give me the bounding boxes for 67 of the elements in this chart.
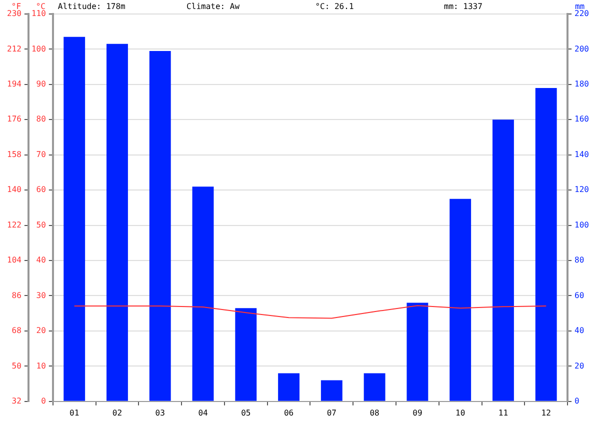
bar (64, 36, 86, 401)
x-tick-label: 06 (284, 408, 294, 418)
x-tick-label: 07 (326, 408, 337, 418)
x-tick-label: 02 (112, 408, 122, 418)
y3-tick-label: 122 (6, 220, 22, 230)
y3-tick-label: 68 (12, 326, 22, 336)
bar (492, 120, 514, 401)
x-tick-label: 03 (155, 408, 166, 418)
bar (149, 50, 171, 401)
x-tick-label: 10 (456, 408, 466, 418)
y-tick-label: 80 (36, 114, 46, 124)
y2-tick-label: 160 (574, 114, 590, 124)
y3-tick-label: 212 (6, 44, 22, 54)
y-tick-label: 90 (36, 80, 46, 89)
y2-tick-label: 140 (574, 150, 590, 159)
y-tick-label: 10 (36, 361, 46, 370)
x-tick-label: 12 (541, 408, 552, 418)
y-tick-label: 110 (31, 9, 46, 18)
y-tick-label: 60 (36, 185, 46, 194)
y-tick-label: 20 (36, 326, 46, 336)
y2-tick-label: 200 (574, 44, 590, 54)
bar (192, 186, 214, 401)
y3-tick-label: 176 (6, 114, 22, 124)
y3-axis-title: °F (11, 2, 22, 12)
bar (278, 373, 300, 401)
y2-tick-label: 120 (574, 185, 590, 194)
y2-tick-label: 0 (574, 396, 580, 406)
x-tick-label: 05 (241, 408, 251, 418)
y3-tick-label: 230 (6, 9, 22, 18)
y2-axis-title: mm (574, 2, 585, 12)
text: Altitude: 178m (58, 2, 126, 12)
text: mm: 1337 (444, 2, 483, 12)
x-tick-label: 09 (412, 408, 422, 418)
y-axis-title: °C (36, 2, 46, 12)
bar (106, 44, 128, 401)
y-tick-label: 0 (41, 396, 46, 406)
y3-tick-label: 50 (12, 361, 22, 370)
bar (364, 373, 386, 401)
x-tick-label: 08 (370, 408, 380, 418)
text: Climate: Aw (186, 2, 240, 12)
y2-tick-label: 180 (574, 80, 590, 89)
bar (450, 198, 472, 401)
y3-tick-label: 32 (12, 396, 22, 406)
bar (235, 308, 257, 401)
y3-tick-label: 194 (6, 80, 22, 89)
y3-tick-label: 140 (6, 185, 22, 194)
x-tick-label: 04 (198, 408, 208, 418)
y-tick-label: 40 (36, 256, 46, 265)
bar (406, 302, 428, 401)
y3-tick-label: 104 (6, 256, 22, 265)
y2-tick-label: 20 (574, 361, 584, 370)
bar (320, 380, 342, 401)
y-tick-label: 70 (36, 150, 46, 159)
x-tick-label: 01 (70, 408, 80, 418)
y-tick-label: 100 (31, 44, 46, 54)
y-tick-label: 30 (36, 290, 46, 300)
x-tick-label: 11 (498, 408, 508, 418)
y2-tick-label: 80 (574, 256, 584, 265)
y3-tick-label: 158 (6, 150, 22, 159)
y2-tick-label: 40 (574, 326, 584, 336)
y2-tick-label: 60 (574, 290, 584, 300)
bar (535, 88, 557, 401)
y2-tick-label: 100 (574, 220, 590, 230)
text: °C: 26.1 (315, 2, 354, 12)
y2-tick-label: 220 (574, 9, 590, 18)
y3-tick-label: 86 (12, 290, 22, 300)
y-tick-label: 50 (36, 220, 46, 230)
